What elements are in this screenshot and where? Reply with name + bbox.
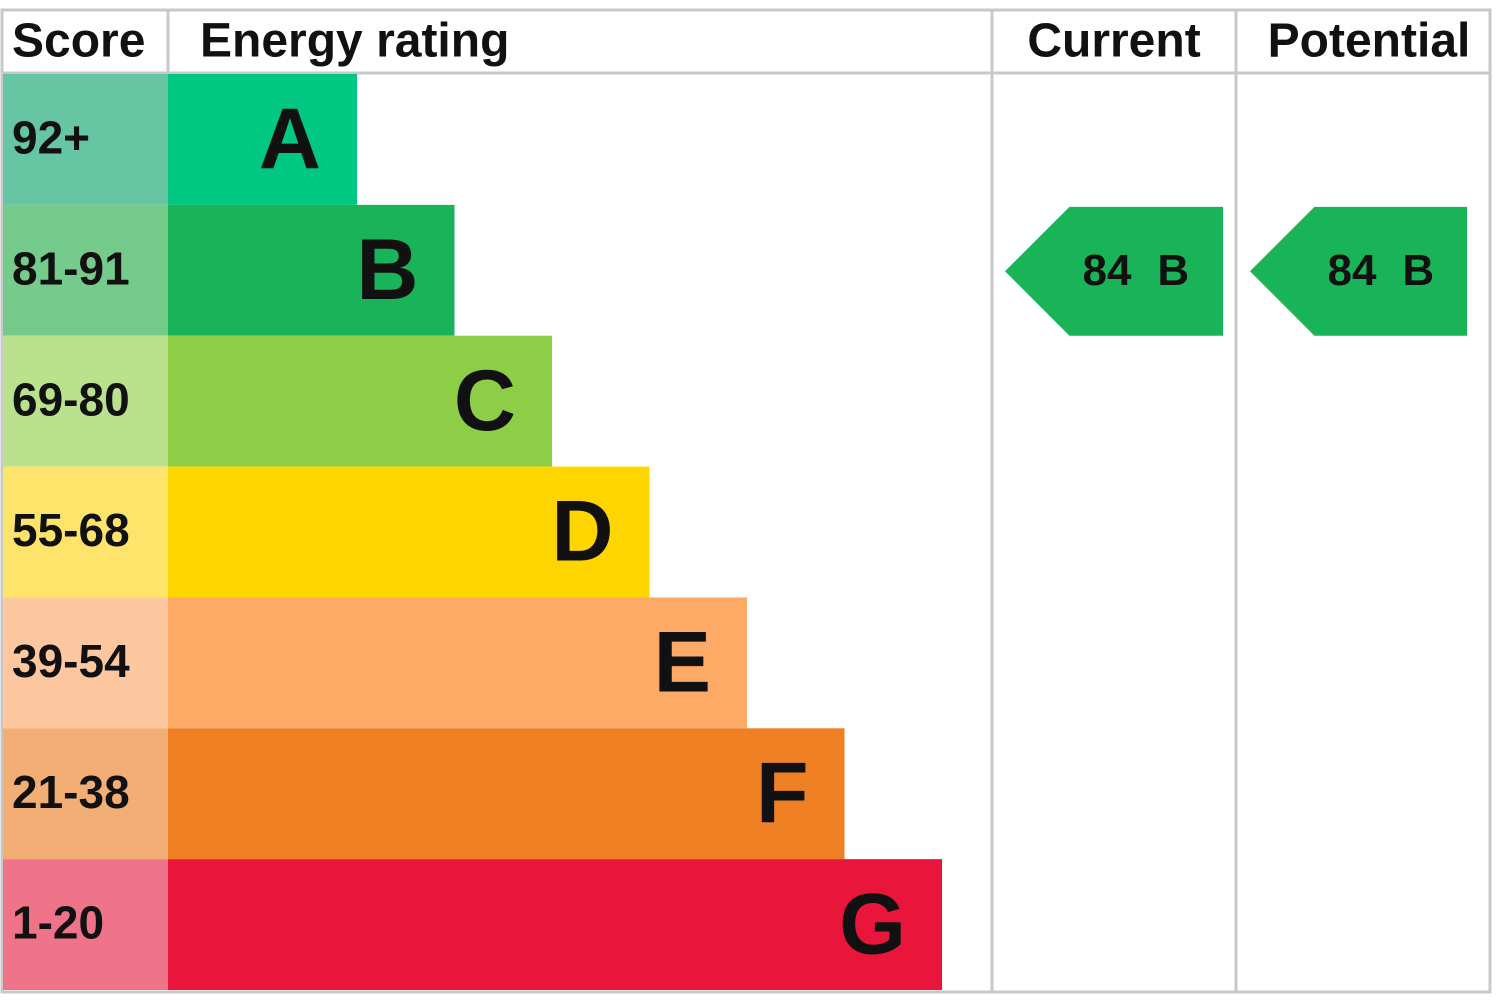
rating-letter: E	[654, 615, 711, 711]
table-lines	[0, 8, 1492, 994]
score-label: 81-91	[12, 242, 130, 294]
score-label: 39-54	[12, 635, 130, 687]
score-cell	[3, 74, 168, 205]
score-cell	[3, 597, 168, 729]
rating-bar	[168, 466, 650, 598]
current-letter: B	[1157, 246, 1189, 295]
rating-bar	[168, 728, 845, 860]
potential-arrow	[1250, 206, 1467, 336]
rating-letter: F	[756, 745, 809, 841]
score-cell	[3, 728, 168, 860]
rating-letter: G	[839, 876, 906, 972]
rating-letter: A	[259, 91, 321, 187]
score-label: 55-68	[12, 504, 130, 556]
score-label: 92+	[12, 112, 90, 164]
score-cell	[3, 466, 168, 598]
header-score: Score	[12, 15, 145, 68]
score-cell	[3, 859, 168, 990]
header-energy-rating: Energy rating	[200, 15, 509, 68]
rating-letter: D	[551, 484, 613, 580]
score-label: 21-38	[12, 766, 130, 818]
score-label: 69-80	[12, 373, 130, 425]
potential-value: 84	[1327, 246, 1376, 295]
rating-bar	[168, 597, 747, 729]
score-cell	[3, 204, 168, 336]
header-potential: Potential	[1268, 15, 1471, 68]
rating-bar	[168, 859, 942, 990]
score-label: 1-20	[12, 897, 104, 949]
rating-letter: B	[356, 222, 418, 318]
rating-letter: C	[454, 353, 516, 449]
potential-letter: B	[1402, 246, 1434, 295]
header-current: Current	[1027, 15, 1200, 68]
score-cell	[3, 335, 168, 467]
rating-bar	[168, 335, 552, 467]
current-arrow	[1005, 206, 1223, 336]
rating-bar	[168, 74, 357, 205]
current-value: 84	[1082, 246, 1131, 295]
rating-bar	[168, 204, 455, 336]
table-border	[0, 8, 1492, 994]
